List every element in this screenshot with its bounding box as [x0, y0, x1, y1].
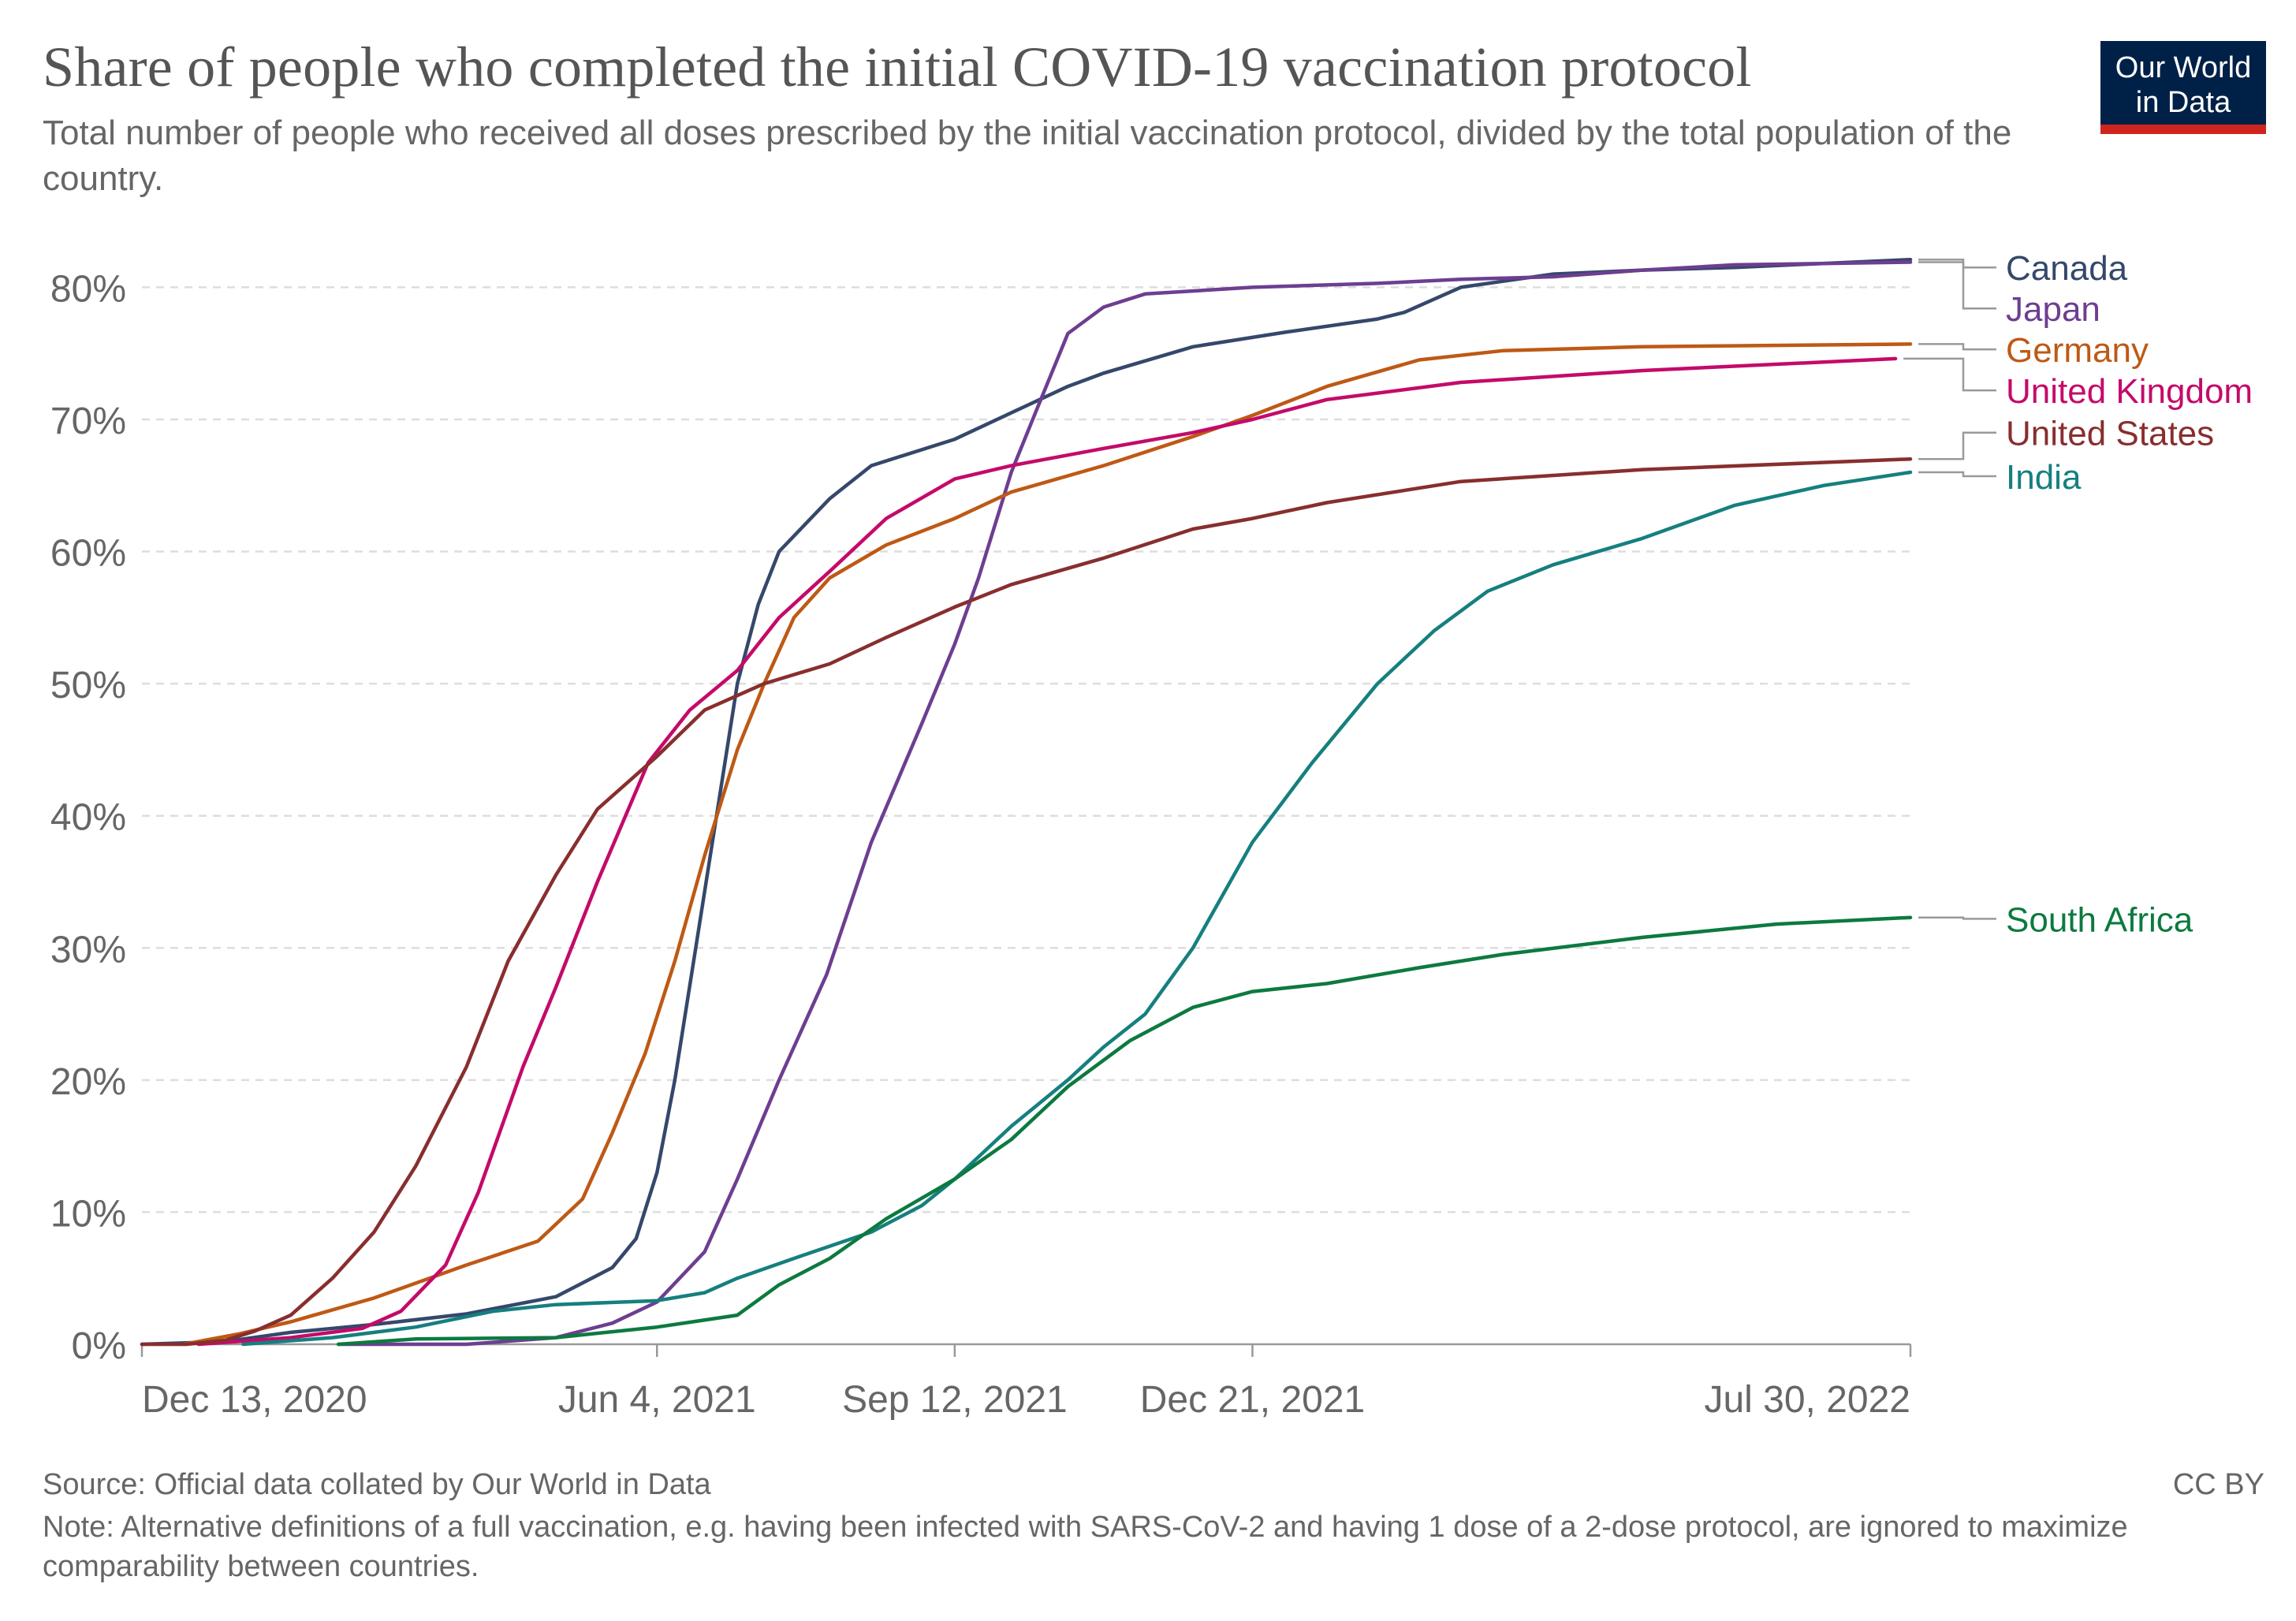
- y-tick-label-0: 0%: [72, 1325, 126, 1367]
- x-tick-label-0: Dec 13, 2020: [142, 1379, 367, 1421]
- legend-connector-germany: [1918, 343, 1996, 351]
- y-tick-label-60: 60%: [50, 533, 126, 575]
- series-line-south-africa: [336, 915, 1913, 1347]
- series-line-india: [241, 470, 1913, 1347]
- x-tick-label-2: Sep 12, 2021: [842, 1379, 1068, 1421]
- legend-connector-united-states: [1918, 431, 1996, 460]
- y-tick-label-20: 20%: [50, 1061, 126, 1103]
- logo-line-1: Our World: [2115, 51, 2252, 84]
- legend-label-united-kingdom: United Kingdom: [2006, 372, 2253, 411]
- logo-line-2: in Data: [2135, 86, 2231, 119]
- series-lines: [140, 257, 1913, 1347]
- license-link[interactable]: CC BY: [2172, 1468, 2264, 1501]
- legend-connector-japan: [1918, 261, 1996, 310]
- logo-accent-bar: [2100, 125, 2266, 134]
- source-note: Source: Official data collated by Our Wo…: [43, 1468, 711, 1501]
- footnote: Note: Alternative definitions of a full …: [43, 1511, 2128, 1583]
- chart-title: Share of people who completed the initia…: [43, 35, 1752, 99]
- legend-connector-south-africa: [1918, 916, 1996, 920]
- y-tick-label-30: 30%: [50, 929, 126, 971]
- legend-label-united-states: United States: [2006, 415, 2214, 453]
- x-tick-label-4: Jul 30, 2022: [1704, 1379, 1910, 1421]
- legend-connector-canada: [1918, 258, 1996, 269]
- y-tick-label-70: 70%: [50, 401, 126, 442]
- legend-label-india: India: [2006, 458, 2082, 497]
- y-axis-tick-labels: 0% 10% 20% 30% 40% 50% 60% 70% 80%: [50, 268, 126, 1367]
- y-tick-label-80: 80%: [50, 268, 126, 310]
- y-tick-label-10: 10%: [50, 1193, 126, 1235]
- legend-label-canada: Canada: [2006, 249, 2128, 288]
- owid-logo[interactable]: Our World in Data: [2100, 41, 2266, 134]
- legend-label-japan: Japan: [2006, 290, 2100, 329]
- x-tick-label-1: Jun 4, 2021: [558, 1379, 756, 1421]
- legend-connector-india: [1918, 471, 1996, 478]
- series-line-united-kingdom: [196, 356, 1898, 1347]
- y-tick-label-40: 40%: [50, 797, 126, 839]
- series-line-united-states: [140, 456, 1913, 1347]
- y-tick-label-50: 50%: [50, 665, 126, 706]
- chart-subtitle: Total number of people who received all …: [43, 114, 2012, 198]
- series-line-canada: [140, 257, 1913, 1347]
- series-line-germany: [181, 342, 1913, 1347]
- line-chart: 0% 10% 20% 30% 40% 50% 60% 70% 80% Dec 13, 2020 J…: [50, 249, 2253, 1421]
- legend-label-germany: Germany: [2006, 331, 2149, 370]
- x-tick-label-3: Dec 21, 2021: [1140, 1379, 1366, 1421]
- grid-lines: [142, 286, 1910, 1213]
- series-line-japan: [336, 260, 1913, 1347]
- legend-label-south-africa: South Africa: [2006, 900, 2194, 939]
- legend-connector-united-kingdom: [1903, 357, 1996, 392]
- x-axis: Dec 13, 2020 Jun 4, 2021 Sep 12, 2021 Dec 2…: [140, 1343, 1912, 1421]
